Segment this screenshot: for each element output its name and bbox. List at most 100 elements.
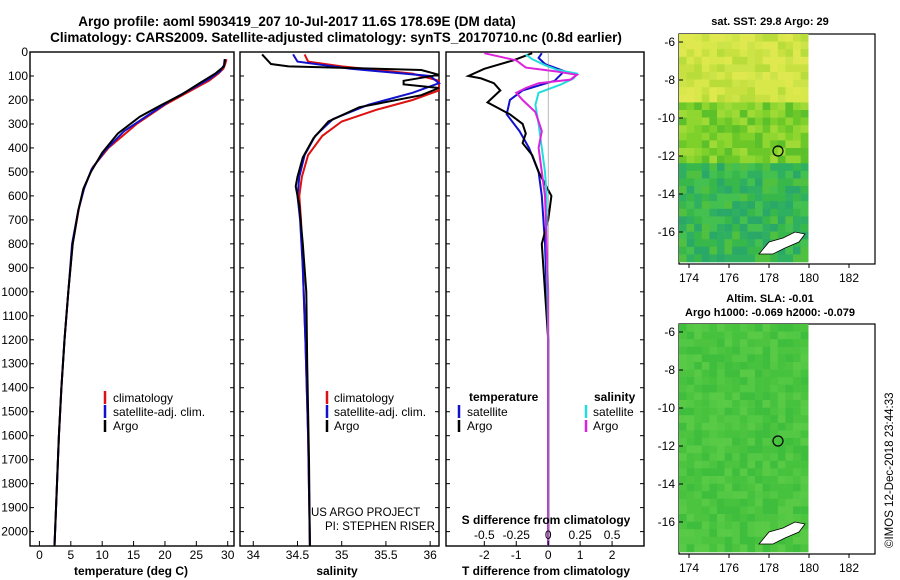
sla-map-cell xyxy=(747,331,756,340)
s-difference-tick-label: -0.5 xyxy=(474,528,495,542)
sst-map-cell xyxy=(686,132,695,141)
sla-map-cell xyxy=(785,544,794,553)
sst-map-cell xyxy=(709,148,718,156)
sst-map-cell xyxy=(777,72,786,80)
sst-map-cell xyxy=(770,224,779,232)
sst-map-cell xyxy=(800,49,809,58)
sla-map-cell xyxy=(686,422,695,431)
sla-map-cell xyxy=(686,384,695,393)
sst-map-cell xyxy=(739,110,748,118)
sla-map-cell xyxy=(732,430,741,439)
sla-map-cell xyxy=(694,536,703,545)
sla-map-cell xyxy=(701,491,710,500)
sst-map-cell xyxy=(724,132,733,141)
sla-map-cell xyxy=(679,514,687,522)
sla-map-cell xyxy=(739,506,748,515)
sst-map-cell xyxy=(679,246,687,255)
sst-map-cell xyxy=(785,41,794,50)
sla-map-cell xyxy=(793,369,801,378)
sla-map-cell xyxy=(793,430,801,439)
sla-map-cell xyxy=(770,438,779,446)
sla-map-cell xyxy=(800,483,809,492)
sst-map-cell xyxy=(724,64,733,73)
sla-map-cell xyxy=(793,514,801,522)
sst-map-cell xyxy=(717,140,725,149)
sst-map-cell xyxy=(739,155,748,164)
legend-sal-argo-label: Argo xyxy=(593,419,619,433)
sst-map-cell xyxy=(770,155,779,164)
sst-map-cell xyxy=(724,239,733,248)
sla-map-cell xyxy=(694,438,703,446)
sst-map-cell xyxy=(800,102,809,111)
sst-map-cell xyxy=(777,216,786,225)
sla-map-cell xyxy=(739,468,748,477)
depth-tick-label: 1400 xyxy=(1,381,28,395)
sst-map-cell xyxy=(709,72,718,80)
salinity-frame xyxy=(239,51,440,547)
sst-map-cell xyxy=(785,94,794,103)
legend2-satellite-label: satellite-adj. clim. xyxy=(334,405,426,419)
sst-map-cell xyxy=(755,224,763,232)
sst-map-cell xyxy=(701,231,710,240)
sla-map-cell xyxy=(777,331,786,340)
sla-map-cell xyxy=(762,377,771,386)
sst-map-cell xyxy=(793,186,801,194)
sla-map-cell xyxy=(777,369,786,378)
sst-map-cell xyxy=(785,87,794,96)
sla-map-cell xyxy=(724,339,733,348)
sst-map-cell xyxy=(679,34,687,42)
sst-map-cell xyxy=(777,163,786,172)
sst-map-cell xyxy=(686,216,695,225)
difference-xlabel: T difference from climatology xyxy=(462,564,630,578)
sla-map-cell xyxy=(694,362,703,370)
sst-map-cell xyxy=(709,186,718,194)
sla-map-cell xyxy=(694,460,703,469)
sst-map-cell xyxy=(793,87,801,96)
sla-map-cell xyxy=(679,422,687,431)
legend-temperature-title: temperature xyxy=(469,390,539,404)
sst-map-cell xyxy=(732,178,741,187)
sst-map-cell xyxy=(717,110,725,118)
sla-map-cell xyxy=(679,407,687,416)
temperature-series-satellite-adj-clim- xyxy=(53,59,226,547)
sst-map-cell xyxy=(701,155,710,164)
sla-map-cell xyxy=(793,468,801,477)
temperature-frame xyxy=(29,51,235,547)
sst-map-cell xyxy=(679,178,687,187)
sla-map-cell xyxy=(793,324,801,332)
sla-map-cell xyxy=(762,445,771,454)
sst-map-cell xyxy=(747,34,756,42)
salinity-xtick-label: 34.5 xyxy=(286,548,310,562)
sla-map-cell xyxy=(686,453,695,462)
sst-map-cell xyxy=(755,132,763,141)
sst-map-cell xyxy=(709,102,718,111)
sla-map-cell xyxy=(777,400,786,408)
sst-map-cell xyxy=(762,224,771,232)
sla-map-cell xyxy=(747,468,756,477)
sla-map-cell xyxy=(747,392,756,401)
sla-map-cell xyxy=(717,415,725,424)
sla-map-cell xyxy=(747,460,756,469)
sla-map-cell xyxy=(701,354,710,363)
sst-map-cell xyxy=(717,87,725,96)
sla-map-cell xyxy=(732,506,741,515)
sla-map-cell xyxy=(793,384,801,393)
sst-map-cell xyxy=(785,117,794,126)
sla-map-cell xyxy=(747,400,756,408)
sst-map-cell xyxy=(762,231,771,240)
sla-map-cell xyxy=(686,468,695,477)
sla-map-cell xyxy=(800,498,809,507)
sst-map-cell xyxy=(717,224,725,232)
sst-map-cell xyxy=(762,110,771,118)
sla-map-cell xyxy=(694,415,703,424)
sst-map-cell xyxy=(739,216,748,225)
sst-map-cell xyxy=(701,87,710,96)
sla-map-cell xyxy=(739,384,748,393)
sst-map-cell xyxy=(800,193,809,202)
sla-map-cell xyxy=(732,498,741,507)
sla-map-cell xyxy=(755,536,763,545)
sst-map-cell xyxy=(800,239,809,248)
difference-series xyxy=(465,52,580,546)
sla-map-cell xyxy=(785,369,794,378)
sst-map-cell xyxy=(777,94,786,103)
